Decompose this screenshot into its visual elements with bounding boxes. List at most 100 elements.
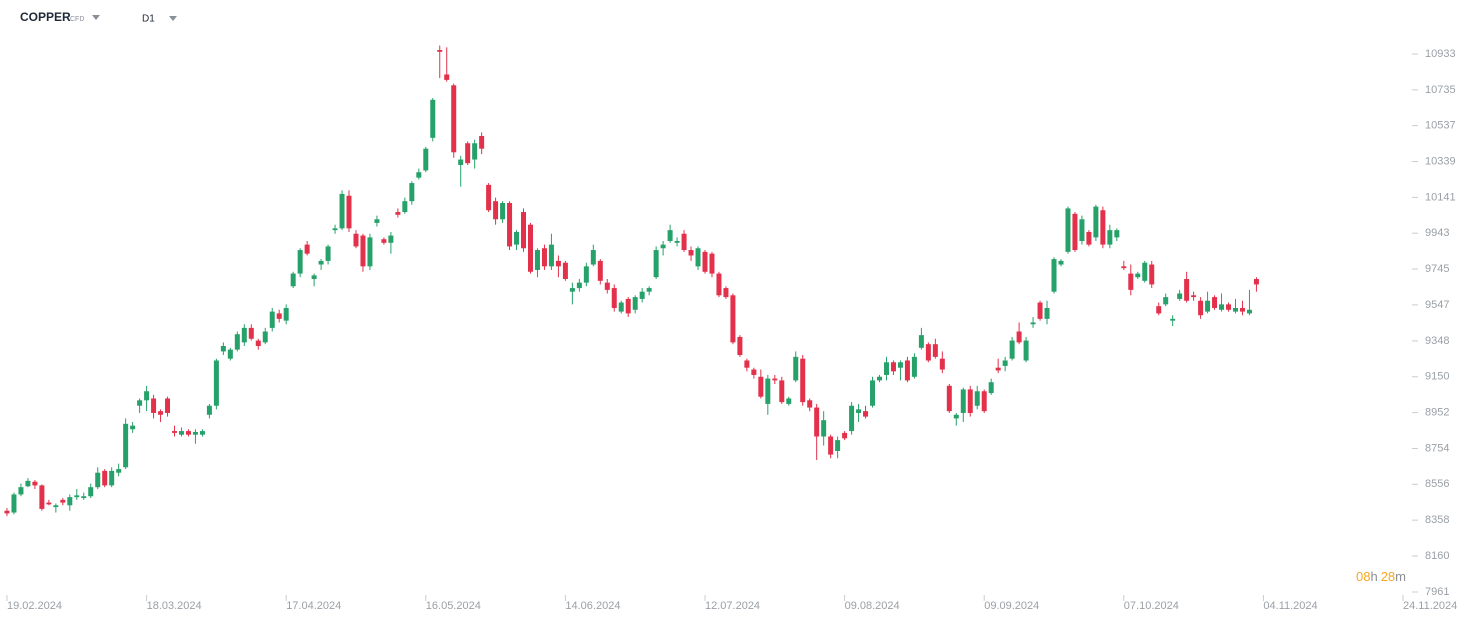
candle-body [486,184,492,211]
candle-body [165,398,171,413]
candle-body [346,195,352,229]
candle-body [227,349,233,359]
candle-body [967,389,973,413]
y-tick-label: 9348 [1425,335,1449,347]
instrument[interactable]: COPPER [20,10,71,24]
y-tick-label: 10141 [1425,191,1456,203]
candle-body [1163,297,1169,305]
candle-body [877,376,883,381]
candle-body [67,497,73,506]
y-tick-label: 8160 [1425,550,1449,562]
candle-body [660,244,666,249]
candle-body [1226,304,1232,310]
candle-body [597,260,603,281]
candle-body [255,340,261,346]
candle-body [541,248,547,267]
candle-body [437,50,443,52]
candle-body [688,250,694,256]
candle-body [667,230,673,242]
x-tick-label: 18.03.2024 [147,600,202,612]
candle-body [507,202,513,247]
candle-body [842,432,848,439]
candle-body [46,502,52,505]
candle-body [95,472,101,488]
candle-body [409,183,415,202]
candle-body [653,250,659,278]
candle-body [1121,266,1127,269]
candle-body [1128,273,1134,290]
x-tick-label: 24.11.2024 [1403,600,1457,612]
candle-body [1142,262,1148,281]
candle-body [1191,295,1197,298]
candle-body [353,233,359,247]
candle-body [18,487,24,495]
y-tick-label: 10339 [1425,155,1456,167]
candle-body [995,367,1001,371]
candle-body [402,201,408,213]
candle-body [102,470,108,486]
y-tick-label: 10933 [1425,48,1456,60]
dropdown-arrow[interactable] [92,15,100,20]
y-tick-label: 9745 [1425,263,1449,275]
candle-body [751,369,757,375]
candle-body [388,235,394,243]
candle-body [458,159,464,165]
candle-body [220,345,226,352]
candle-body [381,239,387,243]
candle-body [1100,210,1106,245]
candle-body [1107,230,1113,245]
candle-body [213,360,219,406]
candle-body [493,201,499,220]
candle-body [206,405,212,415]
candle-body [1037,302,1043,319]
candle-body [1065,208,1071,252]
candle-body [856,409,862,413]
candle-body [772,378,778,381]
y-tick-label: 10735 [1425,84,1456,96]
candle-body [814,407,820,437]
candle-body [1051,259,1057,292]
candle-body [472,143,478,160]
candle-body [946,385,952,412]
candle-body [576,282,582,289]
candle-body [1246,309,1252,314]
candle-body [863,411,869,417]
candle-body [109,470,115,486]
candle-body [479,136,485,149]
y-tick-label: 9943 [1425,227,1449,239]
candle-body [730,295,736,343]
candle-body [639,291,645,299]
candle-body [332,228,338,231]
candle-body [4,510,10,514]
candle-body [1219,304,1225,310]
candle-body [1030,322,1036,325]
candle-body [562,262,568,280]
candle-body [248,327,254,339]
candle-body [737,336,743,356]
candle-body [974,391,980,406]
candle-body [1079,219,1085,242]
candle-body [144,391,150,401]
x-tick-label: 09.08.2024 [845,600,900,612]
candle-body [1072,213,1078,251]
candle-body [1198,300,1204,316]
candle-body [318,260,324,265]
candle-body [241,327,247,343]
x-tick-label: 04.11.2024 [1263,600,1317,612]
candle-body [130,425,136,430]
countdown: 08h 28m [1356,569,1406,584]
candle-body [611,288,617,308]
candle-body [500,202,506,220]
candle-body [1232,307,1238,312]
candle-body [918,335,924,348]
candle-body [849,405,855,432]
candle-body [123,423,129,468]
candle-body [583,266,589,283]
y-tick-label: 9150 [1425,371,1449,383]
candle-body [1205,300,1211,312]
countdown-hours-unit: h [1370,569,1377,584]
candle-body [185,431,191,435]
timeframe[interactable]: D1 [142,14,155,25]
dropdown-arrow[interactable] [169,16,177,21]
candle-body [1253,279,1259,285]
